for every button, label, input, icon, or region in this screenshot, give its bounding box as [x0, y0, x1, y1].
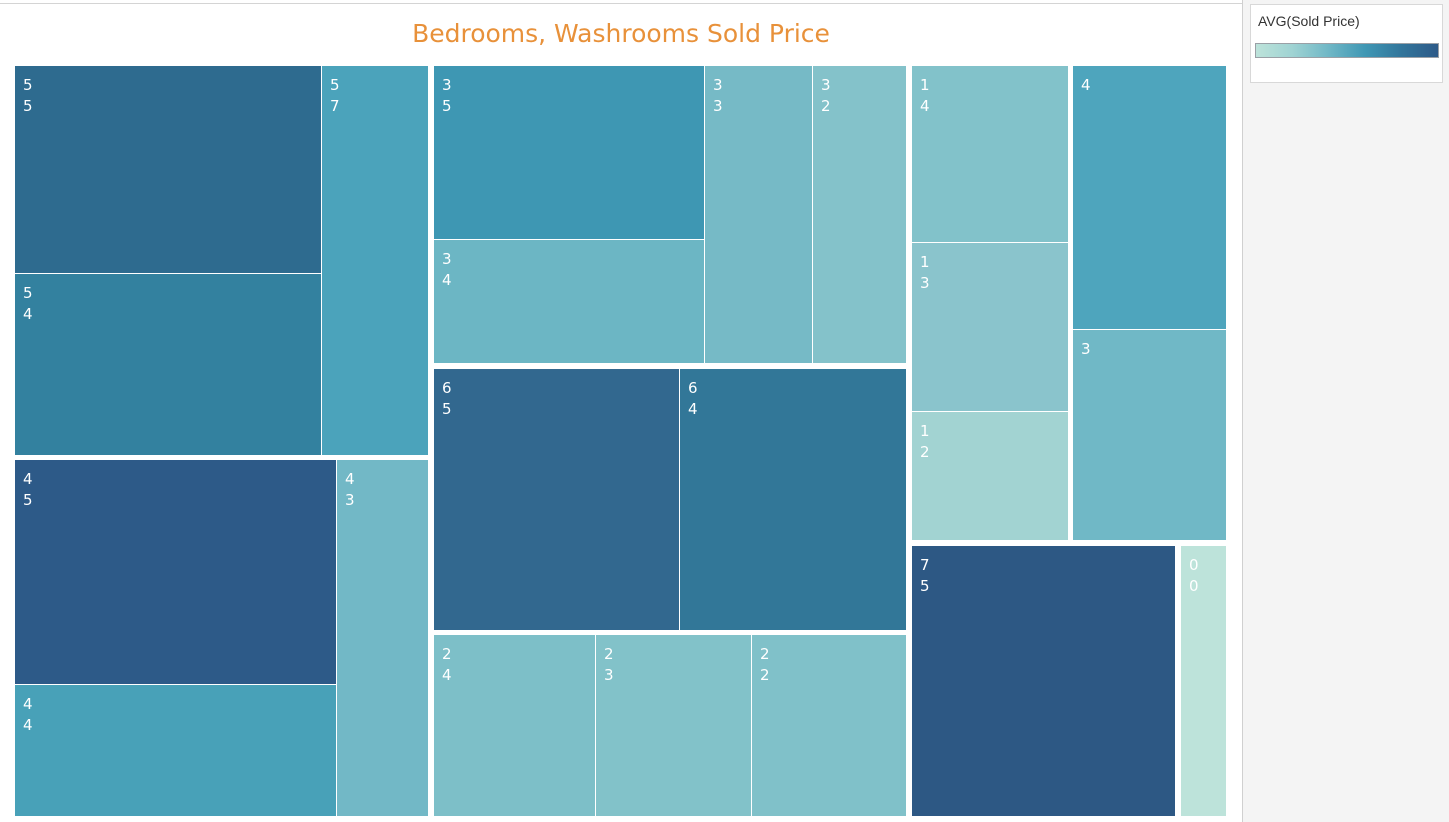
tile-bedrooms-label: 5 [23, 284, 34, 302]
tile-bedrooms-label: 1 [920, 253, 931, 271]
tile-washrooms-label: 3 [604, 666, 615, 684]
tile-bedrooms-label: 7 [920, 556, 931, 574]
tile-bedrooms-label: 3 [821, 76, 832, 94]
tile-washrooms-label: 7 [330, 97, 341, 115]
tile-label: 3 [1081, 339, 1091, 360]
tile-washrooms-label: 5 [442, 97, 453, 115]
legend-color-ramp [1255, 43, 1439, 58]
tile-washrooms-label: 0 [1189, 577, 1200, 595]
tile-bedrooms-label: 3 [442, 250, 453, 268]
tile-washrooms-label: 5 [23, 97, 34, 115]
tile-bedrooms-label: 1 [920, 76, 931, 94]
tile-washrooms-label: 2 [821, 97, 832, 115]
tile-washrooms-label: 5 [23, 491, 34, 509]
tile-washrooms-label: 3 [920, 274, 931, 292]
tile-bedrooms-label: 4 [1081, 76, 1092, 94]
tile-washrooms-label: 4 [442, 271, 453, 289]
treemap-tile-4[interactable]: 4 [1073, 66, 1226, 329]
tile-bedrooms-label: 4 [345, 470, 356, 488]
tile-bedrooms-label: 3 [442, 76, 453, 94]
tile-bedrooms-label: 2 [604, 645, 615, 663]
color-legend[interactable]: AVG(Sold Price) [1250, 4, 1443, 83]
tile-bedrooms-label: 4 [23, 695, 34, 713]
tile-bedrooms-label: 1 [920, 422, 931, 440]
tile-washrooms-label: 4 [688, 400, 699, 418]
tile-bedrooms-label: 2 [760, 645, 771, 663]
tile-bedrooms-label: 3 [1081, 340, 1092, 358]
tile-bedrooms-label: 3 [713, 76, 724, 94]
tile-washrooms-label: 4 [23, 305, 34, 323]
tile-washrooms-label: 5 [442, 400, 453, 418]
tile-washrooms-label: 4 [23, 716, 34, 734]
tile-washrooms-label: 5 [920, 577, 931, 595]
tile-washrooms-label: 4 [920, 97, 931, 115]
tile-label: 4 [1081, 75, 1091, 96]
tile-washrooms-label: 4 [442, 666, 453, 684]
chart-title: Bedrooms, Washrooms Sold Price [412, 19, 830, 48]
tile-bedrooms-label: 0 [1189, 556, 1200, 574]
tile-bedrooms-label: 6 [442, 379, 453, 397]
tile-bedrooms-label: 6 [688, 379, 699, 397]
tile-washrooms-label: 2 [760, 666, 771, 684]
tile-bedrooms-label: 5 [330, 76, 341, 94]
tile-bedrooms-label: 5 [23, 76, 34, 94]
side-panel: AVG(Sold Price) [1242, 0, 1449, 822]
legend-title: AVG(Sold Price) [1258, 13, 1360, 29]
tile-bedrooms-label: 4 [23, 470, 34, 488]
treemap-tile-3[interactable]: 3 [1073, 330, 1226, 540]
tile-bedrooms-label: 2 [442, 645, 453, 663]
tile-washrooms-label: 3 [345, 491, 356, 509]
tile-washrooms-label: 3 [713, 97, 724, 115]
top-divider [0, 3, 1242, 4]
tile-washrooms-label: 2 [920, 443, 931, 461]
